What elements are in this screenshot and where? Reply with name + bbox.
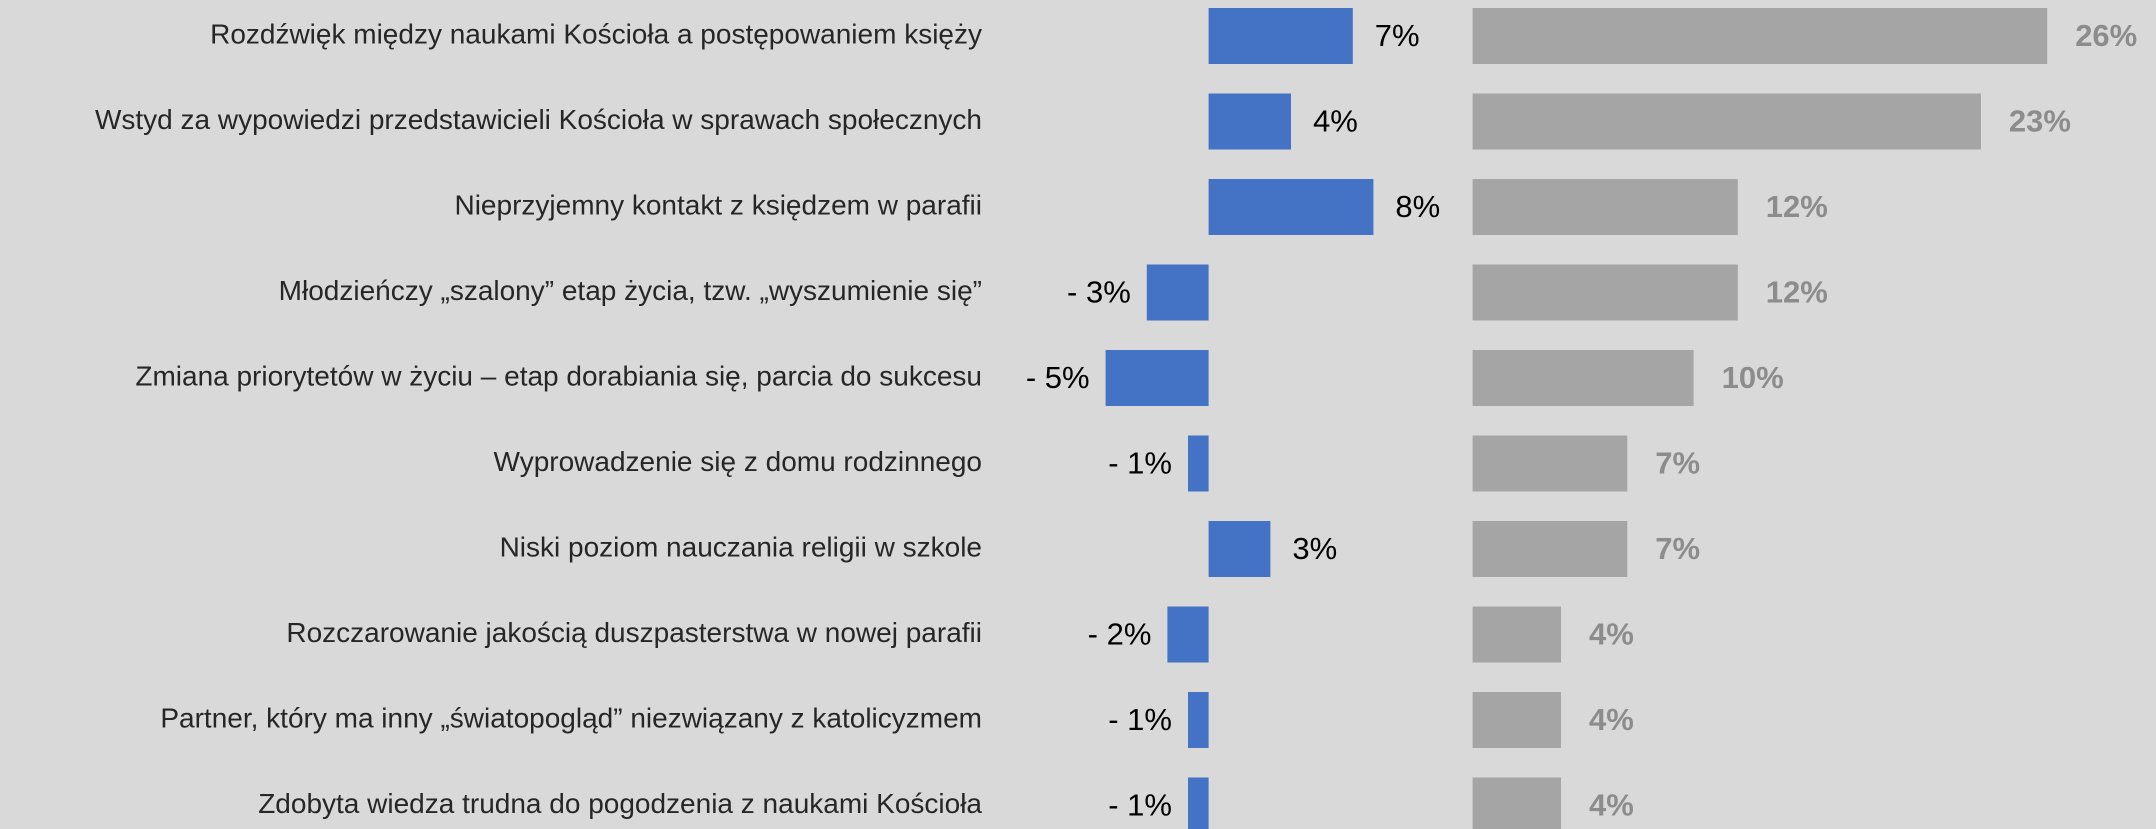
- bar: [1188, 777, 1209, 829]
- category-label: Wstyd za wypowiedzi przedstawicieli Kośc…: [95, 104, 982, 135]
- value-label: 7%: [1375, 18, 1420, 53]
- bar: [1472, 521, 1628, 577]
- value-label: 4%: [1589, 788, 1634, 823]
- value-label: - 1%: [1108, 788, 1172, 823]
- category-label: Partner, który ma inny „światopogląd” ni…: [160, 702, 982, 733]
- bar: [1188, 435, 1209, 492]
- bar: [1472, 8, 2048, 64]
- category-label: Rozczarowanie jakością duszpasterstwa w …: [286, 617, 982, 648]
- value-label: 4%: [1313, 104, 1358, 139]
- bar: [1472, 777, 1561, 829]
- bar: [1208, 179, 1374, 235]
- category-label: Zdobyta wiedza trudna do pogodzenia z na…: [258, 788, 982, 819]
- value-label: 7%: [1655, 531, 1700, 566]
- bar: [1188, 692, 1209, 748]
- value-label: 12%: [1766, 189, 1828, 224]
- bar: [1472, 606, 1561, 663]
- value-label: - 3%: [1067, 275, 1131, 310]
- bar: [1146, 264, 1209, 321]
- category-label: Niski poziom nauczania religii w szkole: [500, 531, 982, 562]
- bar: [1472, 93, 1981, 150]
- value-label: 4%: [1589, 617, 1634, 652]
- bar: [1472, 692, 1561, 748]
- bar: [1105, 350, 1209, 406]
- value-label: 4%: [1589, 702, 1634, 737]
- category-label: Rozdźwięk między naukami Kościoła a post…: [210, 18, 982, 49]
- value-label: 26%: [2075, 18, 2137, 53]
- value-label: 8%: [1395, 189, 1440, 224]
- value-label: 23%: [2009, 104, 2071, 139]
- value-label: - 2%: [1088, 617, 1152, 652]
- bar: [1472, 264, 1738, 321]
- category-label: Nieprzyjemny kontakt z księdzem w parafi…: [454, 189, 982, 220]
- value-label: - 5%: [1026, 360, 1090, 395]
- value-label: 7%: [1655, 446, 1700, 481]
- bar: [1472, 350, 1694, 406]
- bar: [1472, 435, 1628, 492]
- bar: [1472, 179, 1738, 235]
- category-label: Zmiana priorytetów w życiu – etap dorabi…: [135, 360, 982, 391]
- category-label: Młodzieńczy „szalony” etap życia, tzw. „…: [279, 275, 982, 306]
- bar: [1208, 521, 1271, 577]
- bar: [1208, 93, 1291, 150]
- value-label: 12%: [1766, 275, 1828, 310]
- value-label: - 1%: [1108, 702, 1172, 737]
- bar: [1167, 606, 1209, 663]
- value-label: - 1%: [1108, 446, 1172, 481]
- bar: [1208, 8, 1353, 64]
- value-label: 3%: [1292, 531, 1337, 566]
- category-label: Wyprowadzenie się z domu rodzinnego: [494, 446, 982, 477]
- value-label: 10%: [1722, 360, 1784, 395]
